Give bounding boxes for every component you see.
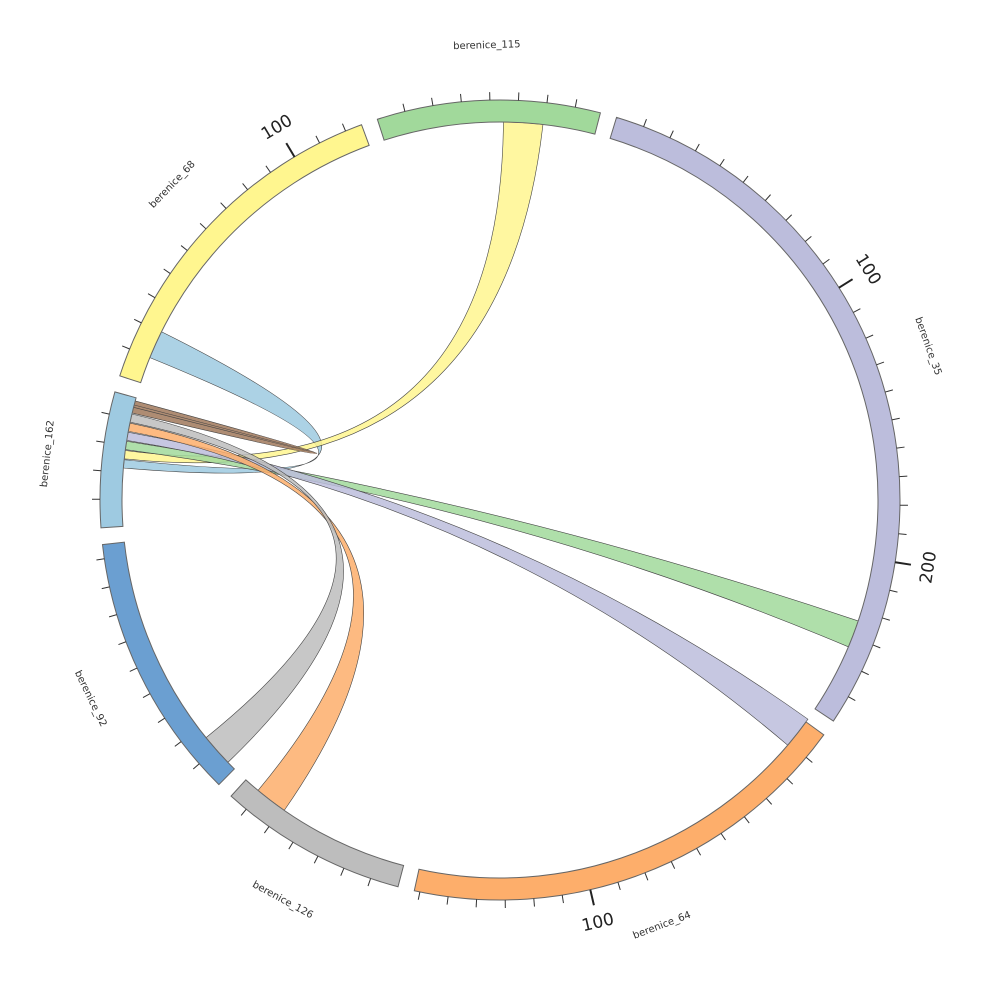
tick bbox=[133, 318, 142, 324]
segment-arc-berenice-68 bbox=[119, 124, 370, 384]
tick bbox=[720, 833, 726, 841]
tick bbox=[561, 895, 564, 904]
segment-label: berenice_92 bbox=[72, 669, 109, 729]
tick bbox=[367, 878, 372, 887]
segment-label: berenice_68 bbox=[147, 159, 197, 211]
segment-arc-berenice-64 bbox=[413, 721, 825, 901]
tick bbox=[129, 667, 138, 672]
segment-arcs bbox=[99, 99, 901, 901]
tick bbox=[898, 533, 907, 535]
tick bbox=[765, 798, 773, 805]
tick bbox=[199, 223, 207, 230]
major-tick-label: 100 bbox=[851, 251, 885, 289]
tick bbox=[142, 693, 151, 698]
tick bbox=[118, 641, 127, 646]
segment-arc-berenice-35 bbox=[609, 116, 901, 722]
tick bbox=[157, 717, 166, 723]
tick bbox=[242, 183, 249, 190]
tick bbox=[122, 345, 130, 350]
major-tick bbox=[894, 561, 912, 566]
tick bbox=[719, 158, 725, 167]
tick bbox=[764, 194, 771, 201]
segment-label: berenice_162 bbox=[39, 420, 57, 488]
tick bbox=[822, 258, 830, 265]
tick bbox=[694, 143, 700, 152]
major-tick-label: 100 bbox=[258, 111, 296, 145]
tick bbox=[101, 586, 110, 590]
tick bbox=[891, 417, 900, 421]
tick bbox=[265, 165, 271, 173]
tick bbox=[220, 202, 227, 209]
tick bbox=[885, 389, 893, 393]
tick bbox=[108, 614, 117, 618]
tick bbox=[889, 589, 898, 593]
segment-arc-berenice-126 bbox=[230, 779, 405, 888]
tick bbox=[785, 214, 793, 221]
tick bbox=[896, 446, 905, 449]
major-tick bbox=[838, 278, 854, 289]
tick bbox=[174, 741, 182, 747]
tick bbox=[617, 882, 621, 891]
major-tick-label: 100 bbox=[580, 909, 616, 936]
segment-label: berenice_115 bbox=[453, 39, 521, 52]
major-tick bbox=[285, 142, 296, 158]
tick bbox=[315, 135, 321, 144]
tick bbox=[848, 696, 856, 702]
tick bbox=[533, 898, 535, 907]
tick bbox=[861, 670, 869, 676]
tick bbox=[865, 334, 874, 339]
tick bbox=[163, 268, 171, 274]
tick bbox=[341, 123, 347, 132]
tick bbox=[669, 130, 674, 139]
tick bbox=[696, 848, 702, 856]
major-tick-label: 200 bbox=[916, 550, 941, 585]
tick bbox=[743, 816, 750, 824]
tick bbox=[180, 245, 188, 251]
tick bbox=[460, 93, 462, 102]
tick bbox=[313, 855, 319, 864]
tick bbox=[240, 808, 247, 816]
segment-labels: berenice_162 berenice_68 berenice_115beren… bbox=[39, 39, 943, 941]
tick bbox=[446, 896, 449, 905]
tick bbox=[546, 94, 549, 103]
tick bbox=[742, 175, 749, 183]
tick bbox=[96, 440, 105, 443]
tick bbox=[644, 872, 649, 881]
chord-links bbox=[123, 121, 859, 811]
tick bbox=[853, 308, 861, 313]
tick bbox=[882, 617, 891, 621]
tick bbox=[431, 97, 434, 106]
segment-ticks bbox=[91, 92, 912, 908]
segment-label: berenice_126 bbox=[250, 879, 314, 921]
tick bbox=[101, 411, 110, 415]
tick bbox=[574, 99, 578, 108]
tick bbox=[804, 235, 812, 242]
major-tick bbox=[589, 889, 595, 906]
tick bbox=[876, 361, 885, 366]
tick bbox=[643, 119, 647, 127]
tick bbox=[147, 293, 156, 299]
tick bbox=[263, 826, 270, 834]
tick bbox=[192, 763, 200, 770]
segment-arc-berenice-162 bbox=[99, 391, 137, 529]
tick bbox=[670, 861, 676, 869]
segment-arc-berenice-115 bbox=[376, 99, 602, 141]
tick bbox=[786, 778, 794, 785]
tick bbox=[340, 868, 345, 876]
tick bbox=[872, 644, 881, 649]
segment-label: berenice_35 bbox=[912, 316, 943, 377]
segment-arc-berenice-92 bbox=[101, 541, 236, 786]
segment-label: berenice_64 bbox=[632, 910, 693, 942]
tick bbox=[288, 841, 294, 850]
tick bbox=[417, 891, 421, 900]
tick bbox=[805, 756, 813, 763]
tick bbox=[93, 469, 102, 472]
tick bbox=[96, 558, 105, 561]
tick bbox=[402, 103, 406, 112]
